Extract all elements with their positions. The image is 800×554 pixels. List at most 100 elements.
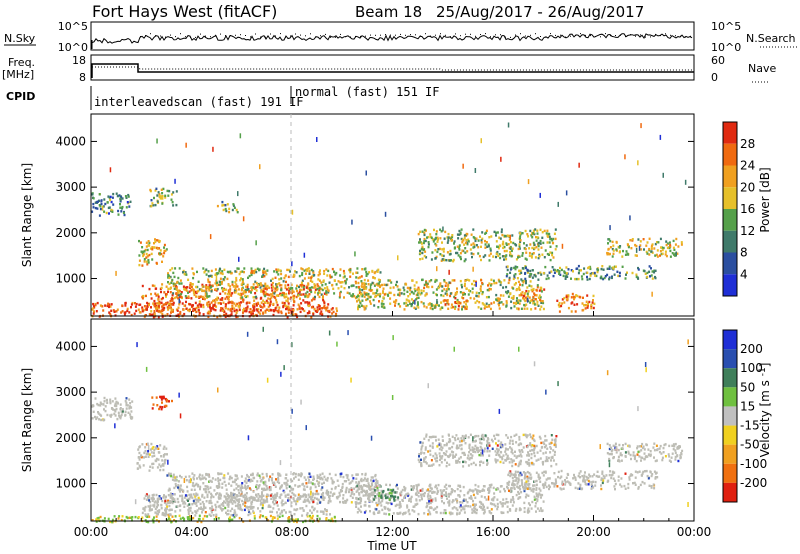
power-cell: [475, 237, 478, 240]
velocity-cell: [349, 481, 352, 484]
velocity-cell: [501, 457, 504, 461]
power-streak: [354, 251, 356, 257]
velocity-cell: [436, 489, 439, 493]
power-cell: [307, 282, 310, 285]
power-cell: [413, 287, 416, 291]
velocity-cell: [303, 485, 306, 488]
velocity-cell: [539, 507, 542, 510]
velocity-cell: [233, 488, 236, 492]
noise-search-dot: [535, 33, 536, 35]
power-cell: [241, 287, 243, 290]
power-cell: [223, 276, 226, 279]
velocity-cell: [482, 503, 484, 506]
velocity-cell: [496, 507, 499, 511]
power-cell: [284, 286, 287, 290]
power-cell: [157, 295, 160, 298]
velocity-cell: [127, 411, 130, 414]
velocity-cell: [333, 515, 336, 519]
power-cell: [522, 281, 525, 284]
velocity-cell: [165, 400, 168, 403]
power-cell: [473, 297, 476, 300]
power-cell: [410, 304, 413, 308]
power-cell: [537, 248, 540, 251]
power-cell: [226, 277, 229, 281]
power-cell: [536, 232, 539, 235]
velocity-cell: [500, 451, 503, 454]
power-cell: [158, 240, 161, 243]
power-cell: [157, 310, 160, 313]
power-cell: [342, 276, 345, 279]
power-cell: [321, 312, 324, 316]
power-cell: [255, 289, 258, 292]
power-cell: [172, 301, 175, 305]
power-cell: [436, 293, 438, 297]
velocity-cell: [407, 510, 410, 513]
velocity-cell: [164, 514, 167, 517]
power-cell: [250, 273, 253, 277]
power-cell: [283, 301, 286, 305]
velocity-cell: [486, 463, 488, 466]
power-cell: [198, 300, 201, 303]
velocity-cell: [416, 490, 419, 493]
power-streak: [659, 134, 662, 140]
power-cell: [362, 285, 365, 288]
velocity-cell: [412, 486, 415, 490]
velocity-cell: [114, 414, 117, 417]
power-cell: [102, 205, 105, 208]
noise-search-dot: [275, 35, 276, 37]
velocity-cell: [143, 497, 146, 500]
velocity-cell: [554, 441, 557, 445]
power-cell: [242, 311, 244, 314]
power-cell: [280, 277, 283, 280]
power-cell: [475, 294, 478, 297]
power-cell: [275, 270, 278, 274]
power-cell: [207, 300, 210, 304]
power-cell: [434, 242, 437, 246]
power-cell: [608, 276, 611, 279]
velocity-cell: [434, 499, 437, 502]
velocity-cell: [463, 511, 466, 514]
velocity-cell: [144, 505, 147, 509]
power-cell: [427, 303, 430, 306]
power-cell: [300, 285, 303, 288]
velocity-cell: [141, 516, 144, 519]
power-cell: [234, 281, 237, 284]
power-cell: [254, 268, 257, 272]
velocity-cell: [276, 514, 279, 517]
power-cell: [245, 290, 247, 294]
velocity-cell: [472, 503, 475, 507]
velocity-cell: [527, 494, 530, 497]
power-cell: [215, 289, 218, 292]
power-cell: [600, 267, 603, 271]
power-cell: [654, 269, 657, 272]
power-cell: [621, 265, 624, 268]
power-cell: [130, 313, 133, 317]
power-cell: [515, 258, 518, 261]
power-cell: [526, 292, 529, 295]
velocity-cell: [145, 498, 148, 501]
power-cell: [233, 307, 236, 310]
velocity-cell: [493, 496, 496, 499]
power-cell: [329, 315, 332, 318]
velocity-cell: [233, 515, 236, 519]
power-cell: [459, 255, 462, 259]
velocity-cell: [252, 476, 255, 480]
power-cell: [487, 284, 489, 287]
velocity-cell: [144, 519, 147, 522]
velocity-cell: [470, 497, 473, 500]
velocity-cell: [230, 491, 232, 495]
velocity-cell: [450, 491, 453, 494]
power-cell: [326, 286, 329, 289]
velocity-cell: [152, 446, 155, 449]
power-cell: [648, 253, 651, 256]
power-cell: [490, 302, 493, 305]
power-streak: [448, 269, 450, 275]
velocity-cell: [143, 451, 146, 455]
velocity-cell: [294, 472, 297, 476]
velocity-cell: [370, 482, 373, 485]
noise-search-dot: [480, 34, 481, 35]
power-cell: [425, 306, 428, 309]
power-cell: [411, 303, 413, 306]
velocity-cell: [279, 487, 281, 490]
velocity-cell: [196, 477, 198, 480]
